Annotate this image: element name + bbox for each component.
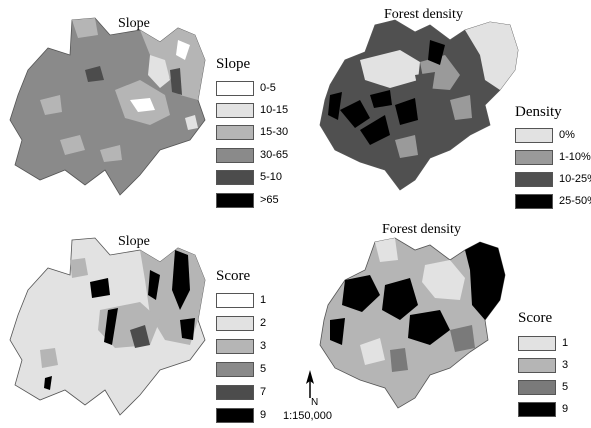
legend-label: 2	[260, 317, 267, 329]
slope-map	[9, 17, 206, 196]
legend-label: 0%	[559, 129, 575, 141]
legend-title: Score	[518, 310, 553, 326]
legend-label: 10-15	[260, 104, 289, 116]
legend-title: Density	[515, 104, 562, 120]
legend-label: 9	[562, 403, 569, 415]
map-title-forest-density-score: Forest density	[382, 222, 461, 237]
legend-label: 25-50%	[559, 195, 591, 207]
legend-swatch	[216, 316, 254, 331]
legend-swatch	[216, 81, 254, 96]
forest-density-map	[319, 19, 519, 191]
north-label: N	[311, 397, 318, 406]
legend-swatch	[216, 148, 254, 163]
legend-swatch	[515, 128, 553, 143]
legend-swatch	[518, 380, 556, 395]
legend-label: 5-10	[260, 171, 283, 183]
legend-label: 1	[260, 294, 267, 306]
legend-swatch	[515, 172, 553, 187]
legend-label: 0-5	[260, 82, 276, 94]
slope-score-map	[9, 237, 206, 416]
legend-label: 3	[562, 359, 569, 371]
legend-label: 30-65	[260, 149, 289, 161]
legend-swatch	[515, 194, 553, 209]
legend-label: 5	[260, 363, 267, 375]
legend-label: 1-10%	[559, 151, 591, 163]
legend-title: Score	[216, 268, 251, 284]
forest-density-score-map	[319, 237, 506, 409]
map-title-slope-score: Slope	[118, 234, 150, 249]
legend-swatch	[518, 402, 556, 417]
legend-swatch	[216, 408, 254, 423]
legend-swatch	[518, 336, 556, 351]
legend-swatch	[216, 385, 254, 400]
legend-swatch	[216, 339, 254, 354]
legend-swatch	[216, 293, 254, 308]
legend-label: 15-30	[260, 126, 289, 138]
legend-swatch	[518, 358, 556, 373]
legend-swatch	[515, 150, 553, 165]
legend-label: 1	[562, 337, 569, 349]
legend-label: 5	[562, 381, 569, 393]
legend-swatch	[216, 103, 254, 118]
map-title-forest-density: Forest density	[384, 7, 463, 22]
legend-swatch	[216, 193, 254, 208]
legend-title: Slope	[216, 56, 251, 72]
legend-label: 7	[260, 386, 267, 398]
legend-swatch	[216, 362, 254, 377]
scale-text: 1:150,000	[283, 410, 332, 422]
legend-swatch	[216, 125, 254, 140]
north-arrow-icon: N	[306, 370, 318, 406]
legend-label: 10-25%	[559, 173, 591, 185]
legend-label: 9	[260, 409, 267, 421]
legend-label: 3	[260, 340, 267, 352]
legend-swatch	[216, 170, 254, 185]
map-title-slope: Slope	[118, 16, 150, 31]
legend-label: >65	[260, 194, 279, 206]
